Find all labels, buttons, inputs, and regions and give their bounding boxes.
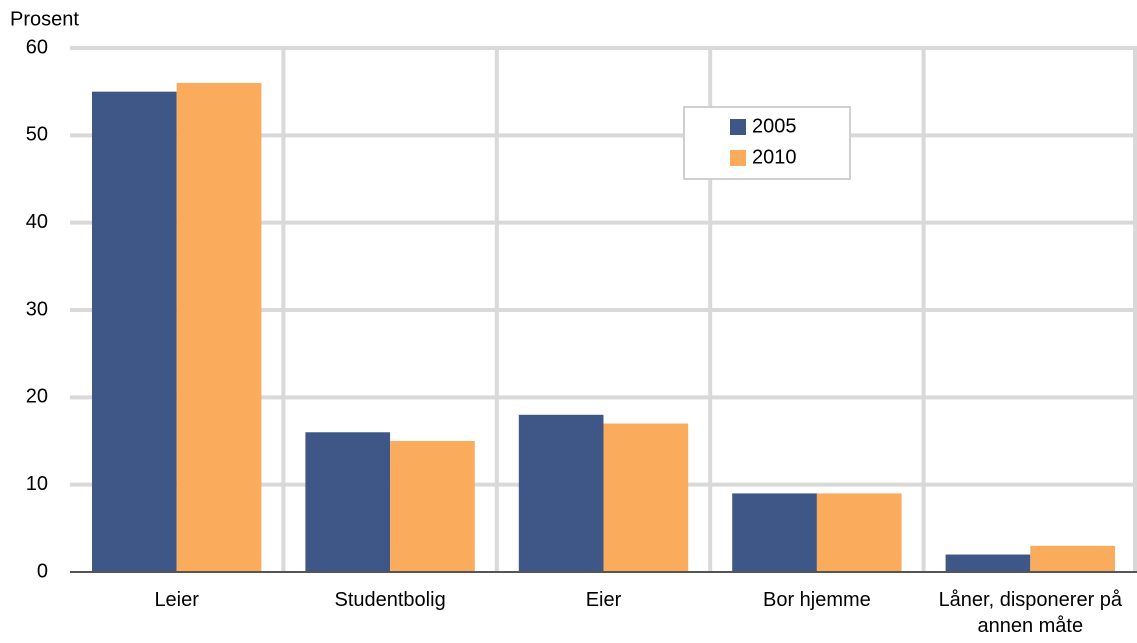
- y-tick-label: 0: [37, 560, 48, 582]
- y-tick-label: 40: [26, 211, 48, 233]
- y-tick-label: 10: [26, 473, 48, 495]
- bar: [603, 423, 689, 572]
- bar: [176, 82, 262, 572]
- x-tick-label: Leier: [154, 589, 199, 611]
- y-tick-label: 30: [26, 298, 48, 320]
- x-tick-label: Eier: [585, 589, 622, 611]
- bar: [390, 441, 475, 572]
- bar: [305, 432, 391, 572]
- y-tick-label: 60: [26, 36, 48, 58]
- legend-label: 2005: [752, 115, 797, 137]
- legend-box: [683, 106, 851, 180]
- bar: [816, 493, 902, 572]
- y-tick-label: 50: [26, 124, 48, 146]
- y-tick-label: 20: [26, 386, 48, 408]
- bar: [945, 554, 1031, 572]
- bar: [92, 91, 177, 573]
- bar: [732, 493, 817, 572]
- x-tick-label: Låner, disponerer på annen måte: [938, 589, 1123, 637]
- legend-label: 2010: [752, 146, 797, 168]
- legend-swatch: [730, 119, 746, 135]
- x-tick-label: Bor hjemme: [762, 589, 871, 611]
- legend: 2005 2010: [683, 106, 851, 180]
- legend-swatch: [730, 150, 746, 166]
- x-tick-label: Studentbolig: [334, 589, 446, 611]
- bar: [1030, 545, 1115, 572]
- bar: [518, 414, 604, 572]
- y-axis-label: Prosent: [10, 8, 79, 30]
